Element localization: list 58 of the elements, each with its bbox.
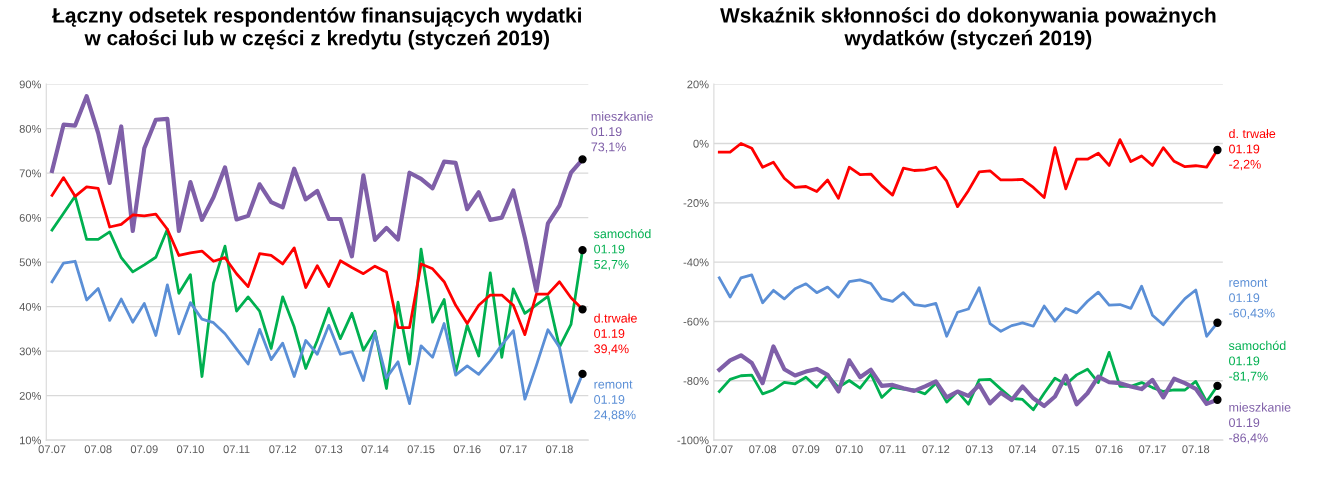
x-tick-label: 07.08 [749, 445, 777, 454]
x-tick-label: 07.09 [792, 445, 820, 454]
y-tick-label: 20% [19, 391, 42, 400]
y-tick-label: -40% [683, 258, 709, 267]
x-tick-label: 07.17 [1138, 445, 1166, 454]
y-tick-label: 80% [19, 124, 42, 133]
y-tick-label: 60% [19, 213, 42, 222]
x-tick-label: 07.13 [965, 445, 993, 454]
y-tick-label: -100% [677, 436, 709, 445]
series-label: d.trwałe [594, 313, 637, 323]
y-tick-label: 10% [20, 436, 42, 445]
y-tick-label: 40% [19, 302, 42, 311]
x-tick-label: 07.15 [1052, 445, 1080, 454]
x-tick-label: 07.16 [453, 445, 481, 454]
x-tick-label: 07.17 [499, 445, 527, 454]
series-label: samochód [593, 228, 651, 239]
data-label: 01.19 52,7% [594, 244, 629, 271]
x-tick-label: 07.14 [1009, 445, 1037, 454]
data-label: 01.19 39,4% [594, 329, 629, 355]
x-tick-label: 07.14 [361, 445, 389, 454]
y-tick-label: -60% [683, 317, 709, 326]
x-tick-label: 07.08 [84, 445, 112, 454]
data-label: 01.19 -86,4% [1229, 418, 1268, 444]
data-label: 01.19 24,88% [594, 395, 636, 421]
data-label: 01.19 -81,7% [1229, 356, 1268, 383]
y-tick-label: -20% [683, 199, 709, 207]
x-tick-label: 07.13 [315, 445, 343, 454]
text: remont [1229, 278, 1268, 287]
data-label: 01.19 -2,2% [1229, 144, 1261, 171]
x-tick-label: 07.11 [223, 445, 250, 454]
series-label: remont [594, 380, 633, 389]
series-label: d. trwałe [1229, 128, 1276, 139]
x-tick-label: 07.07 [705, 445, 733, 454]
y-tick-label: 70% [19, 169, 42, 178]
x-tick-label: 07.10 [176, 445, 204, 454]
text: samochód [1228, 340, 1286, 351]
data-label: 01.19 73,1% [591, 127, 626, 153]
y-tick-label: 30% [19, 347, 42, 356]
series-label: mieszkanie [1229, 402, 1291, 412]
x-tick-label: 07.12 [269, 445, 297, 454]
y-tick-label: 20% [687, 80, 709, 89]
x-tick-label: 07.18 [1182, 445, 1210, 454]
y-tick-label: 0% [693, 139, 709, 148]
x-tick-label: 07.16 [1095, 445, 1123, 454]
x-tick-label: 07.18 [545, 445, 573, 454]
x-tick-label: 07.09 [130, 445, 158, 454]
y-tick-label: 50% [19, 258, 42, 267]
chart-title: Wskaźnik skłonności do dokonywania poważnych wydatków (styczeń 2019) [720, 7, 1216, 50]
text: mieszkanie [591, 111, 653, 121]
y-tick-label: -80% [683, 377, 709, 385]
x-tick-label: 07.10 [835, 445, 863, 454]
x-tick-label: 07.07 [38, 445, 66, 454]
data-label: 01.19 -60,43% [1229, 293, 1275, 319]
x-tick-label: 07.15 [407, 445, 435, 454]
x-tick-label: 07.12 [922, 445, 950, 454]
y-tick-label: 90% [19, 80, 42, 89]
x-tick-label: 07.11 [879, 445, 906, 454]
chart-title: Łączny odsetek respondentów finansujących wydatki w całości lub w części z kredytu (styczeń 2019) [52, 7, 581, 50]
